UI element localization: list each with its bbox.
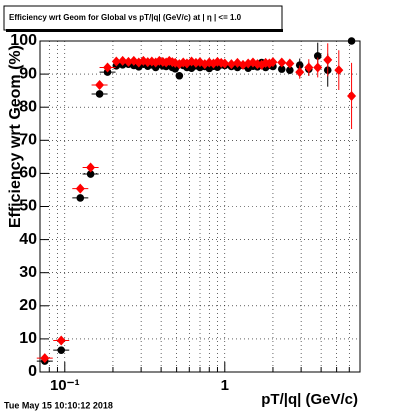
y-tick-label: 30 [19, 264, 37, 281]
marker [268, 57, 278, 68]
title-box-shadow [6, 29, 283, 32]
marker [220, 58, 230, 69]
marker [57, 346, 66, 354]
marker [76, 194, 85, 202]
y-tick-label: 70 [19, 132, 37, 149]
marker [295, 61, 304, 69]
x-tick-label: 10⁻¹ [50, 377, 80, 394]
marker [171, 65, 180, 73]
y-tick-label: 50 [19, 198, 37, 215]
marker [277, 57, 287, 68]
marker [334, 65, 344, 76]
marker [147, 56, 157, 67]
y-tick-label: 90 [19, 65, 37, 82]
marker [248, 57, 258, 68]
marker [75, 183, 85, 194]
marker [285, 58, 295, 69]
marker [86, 170, 95, 178]
marker [347, 90, 357, 101]
marker [304, 62, 314, 73]
marker [286, 66, 294, 74]
footer: Tue May 15 10:10:12 2018 [4, 400, 113, 410]
y-tick-label: 80 [19, 98, 37, 115]
chart-title: Efficiency wrt Geom for Global vs pT/|q|… [9, 13, 242, 22]
marker [86, 162, 96, 173]
y-axis-label: Efficiency wrt Geom (%) [7, 45, 24, 228]
title-box [3, 5, 283, 31]
y-tick-label: 100 [10, 32, 37, 49]
marker [111, 56, 121, 67]
x-tick-label: 1 [221, 377, 229, 394]
marker [323, 54, 333, 65]
marker [95, 80, 105, 91]
y-tick-label: 60 [19, 165, 37, 182]
marker [295, 67, 305, 78]
marker [313, 62, 323, 73]
marker [226, 59, 236, 70]
marker [40, 353, 50, 364]
x-axis-label: pT/|q| (GeV/c) [261, 391, 358, 408]
marker [175, 71, 184, 80]
marker [313, 52, 322, 60]
marker [103, 62, 113, 73]
y-tick-label: 20 [19, 297, 37, 314]
marker [277, 65, 286, 73]
y-tick-label: 0 [28, 363, 37, 380]
y-tick-label: 40 [19, 231, 37, 248]
y-tick-label: 10 [19, 330, 37, 347]
marker [95, 90, 104, 98]
marker [347, 37, 356, 45]
marker [56, 335, 66, 346]
marker [118, 55, 128, 66]
marker [187, 56, 197, 67]
